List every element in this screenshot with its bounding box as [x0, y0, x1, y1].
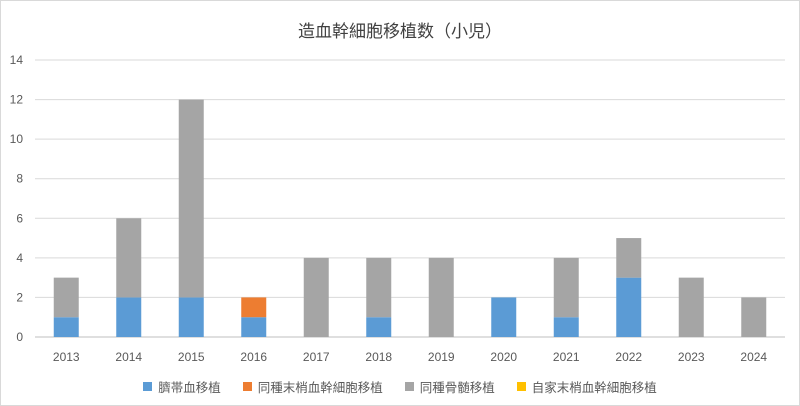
legend-entry: 臍帯血移植: [143, 377, 221, 396]
bar-segment: [366, 257, 392, 318]
bar-segment: [116, 297, 142, 337]
bar-segment: [178, 99, 204, 298]
legend-label: 同種骨髄移植: [419, 380, 495, 395]
x-tick-label: 2020: [490, 350, 517, 364]
x-tick-label: 2018: [365, 350, 392, 364]
bar-segment: [616, 277, 642, 337]
legend-swatch: [242, 382, 252, 391]
y-tick-label: 4: [16, 251, 23, 265]
bar-segment: [553, 257, 579, 318]
x-tick-label: 2022: [615, 350, 642, 364]
bar-segment: [53, 277, 79, 318]
x-tick-label: 2021: [553, 350, 580, 364]
legend-swatch: [404, 382, 414, 391]
bar-segment: [616, 238, 642, 278]
legend-swatch: [143, 382, 153, 391]
x-tick-label: 2019: [428, 350, 455, 364]
y-tick-label: 14: [10, 53, 24, 67]
y-tick-label: 12: [10, 93, 24, 107]
legend-label: 同種末梢血幹細胞移植: [257, 380, 383, 395]
bar-segment: [116, 218, 142, 298]
x-tick-label: 2014: [115, 350, 142, 364]
bar-segment: [741, 297, 767, 337]
legend-label: 自家末梢血幹細胞移植: [531, 380, 657, 395]
bar-segment: [241, 317, 267, 337]
y-tick-label: 2: [16, 290, 23, 304]
chart-legend: 臍帯血移植 同種末梢血幹細胞移植 同種骨髄移植 自家末梢血幹細胞移植: [1, 377, 799, 396]
y-tick-label: 0: [16, 330, 23, 344]
bar-segment: [303, 257, 329, 337]
chart-title: 造血幹細胞移植数（小児）: [298, 22, 502, 42]
legend-label: 臍帯血移植: [158, 380, 221, 395]
bar-segment: [428, 257, 454, 337]
bar-segment: [553, 317, 579, 337]
x-tick-label: 2024: [740, 350, 767, 364]
bar-segment: [178, 297, 204, 337]
y-tick-label: 6: [16, 211, 23, 225]
x-tick-label: 2015: [178, 350, 205, 364]
y-tick-label: 10: [10, 132, 24, 146]
x-tick-label: 2016: [240, 350, 267, 364]
y-tick-label: 8: [16, 172, 23, 186]
legend-entry: 自家末梢血幹細胞移植: [516, 377, 657, 396]
legend-entry: 同種末梢血幹細胞移植: [242, 377, 383, 396]
bar-segment: [53, 317, 79, 337]
x-tick-label: 2017: [303, 350, 330, 364]
x-tick-label: 2023: [678, 350, 705, 364]
bar-segment: [491, 297, 517, 337]
x-tick-label: 2013: [53, 350, 80, 364]
bar-segment: [678, 277, 704, 337]
legend-swatch: [516, 382, 526, 391]
bar-segment: [366, 317, 392, 337]
bar-segment: [241, 297, 267, 318]
legend-entry: 同種骨髄移植: [404, 377, 495, 396]
